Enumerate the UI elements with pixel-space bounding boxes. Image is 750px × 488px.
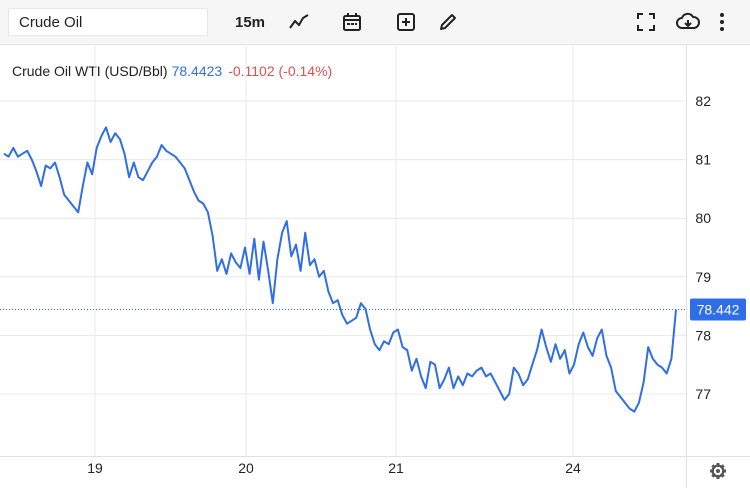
interval-button[interactable]: 15m bbox=[234, 13, 266, 31]
chart-legend: Crude Oil WTI (USD/Bbl) 78.4423 -0.1102 (-… bbox=[12, 63, 332, 79]
symbol-search-input[interactable] bbox=[8, 8, 208, 36]
x-tick-label: 24 bbox=[565, 460, 581, 476]
calendar-icon[interactable] bbox=[338, 8, 366, 36]
y-tick-label: 79 bbox=[695, 269, 711, 285]
y-tick-label: 78 bbox=[695, 327, 711, 343]
add-indicator-icon[interactable] bbox=[392, 8, 420, 36]
y-tick-label: 81 bbox=[695, 152, 711, 168]
line-chart-icon[interactable] bbox=[285, 8, 313, 36]
settings-gear-icon[interactable] bbox=[710, 463, 726, 479]
fullscreen-icon[interactable] bbox=[632, 8, 660, 36]
last-price-tag-label: 78.442 bbox=[697, 301, 740, 317]
legend-symbol-name: Crude Oil WTI (USD/Bbl) bbox=[12, 63, 168, 79]
draw-pencil-icon[interactable] bbox=[434, 8, 462, 36]
x-tick-label: 21 bbox=[388, 460, 404, 476]
x-tick-label: 19 bbox=[87, 460, 103, 476]
y-tick-label: 77 bbox=[695, 386, 711, 402]
legend-change: -0.1102 (-0.14%) bbox=[228, 63, 333, 79]
y-tick-label: 80 bbox=[695, 210, 711, 226]
legend-last-price: 78.4423 bbox=[171, 63, 223, 79]
x-tick-label: 20 bbox=[238, 460, 254, 476]
more-vertical-icon[interactable] bbox=[708, 8, 736, 36]
chart-toolbar: 15m bbox=[0, 0, 750, 45]
price-series-line bbox=[3, 126, 677, 413]
price-chart[interactable]: 77 78 79 80 81 82 19 20 21 24 78.442 bbox=[0, 44, 750, 488]
last-price-tag bbox=[690, 298, 746, 321]
download-cloud-icon[interactable] bbox=[674, 8, 702, 36]
y-tick-label: 82 bbox=[695, 93, 711, 109]
